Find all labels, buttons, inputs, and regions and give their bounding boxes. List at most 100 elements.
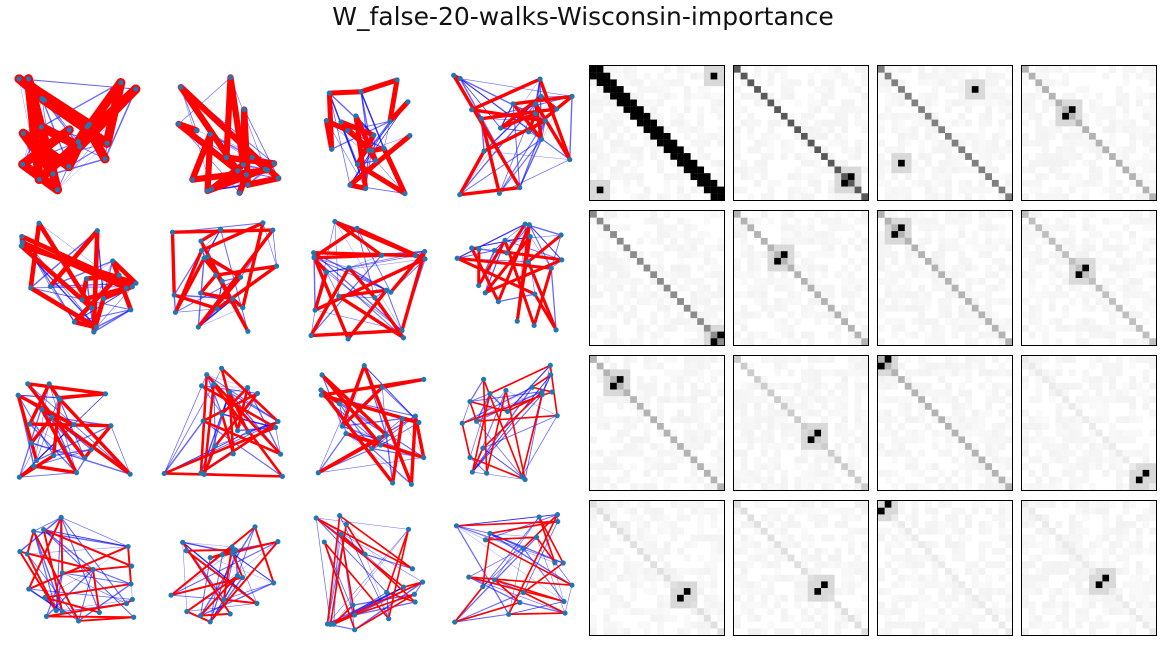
heatmap-cell: [1095, 166, 1103, 174]
graph-panel: [298, 65, 438, 205]
heatmap-cell: [1055, 66, 1063, 73]
heatmap-cell: [1149, 92, 1156, 100]
heatmap-cell: [636, 402, 644, 410]
heatmap-cell: [1035, 311, 1043, 319]
heatmap-cell: [807, 173, 815, 181]
heatmap-cell: [657, 331, 664, 339]
heatmap-cell: [1055, 291, 1063, 299]
heatmap-cell: [734, 423, 741, 430]
heatmap-cell: [801, 133, 808, 140]
heatmap-cell: [760, 501, 768, 508]
heatmap-cell: [734, 231, 741, 238]
heatmap-cell: [734, 291, 741, 299]
heatmap-cell: [827, 244, 835, 252]
heatmap-cell: [998, 396, 1006, 404]
heatmap-cell: [747, 244, 755, 252]
heatmap-cell: [971, 146, 979, 154]
heatmap-cell: [918, 402, 926, 410]
heatmap-cell: [1075, 324, 1083, 332]
heatmap-cell: [904, 463, 912, 471]
heatmap-cell: [650, 112, 658, 120]
graph-node: [350, 602, 356, 608]
heatmap-cell: [717, 547, 724, 555]
heatmap-cell: [1082, 146, 1090, 154]
heatmap-cell: [861, 139, 868, 147]
heatmap-cell: [834, 456, 842, 464]
graph-node: [75, 139, 81, 145]
walk-edge: [202, 256, 224, 283]
heatmap-cell: [985, 231, 993, 238]
heatmap-cell: [1142, 237, 1150, 245]
heatmap-cell: [971, 86, 979, 93]
heatmap-cell: [1062, 396, 1070, 404]
heatmap-cell: [596, 561, 604, 569]
heatmap-cell: [918, 409, 926, 417]
heatmap-cell: [740, 304, 748, 312]
heatmap-cell: [767, 621, 775, 629]
heatmap-cell: [1075, 112, 1083, 120]
heatmap-cell: [991, 514, 999, 522]
heatmap-cell: [1142, 443, 1150, 450]
heatmap-cell: [924, 79, 932, 87]
heatmap-cell: [787, 112, 795, 120]
heatmap-cell: [1102, 217, 1110, 225]
walk-edge: [387, 99, 411, 124]
heatmap-cell: [643, 86, 651, 93]
graph-panel: [443, 65, 583, 205]
heatmap-cell: [1005, 541, 1012, 549]
heatmap-cell: [924, 521, 932, 528]
heatmap-cell: [663, 449, 671, 457]
heatmap-cell: [965, 257, 972, 265]
graph-node: [46, 381, 52, 387]
heatmap-cell: [780, 278, 788, 285]
heatmap-cell: [683, 362, 691, 370]
heatmap-cell: [841, 304, 849, 312]
heatmap-cell: [878, 501, 885, 508]
heatmap-cell: [847, 456, 855, 464]
heatmap-cell: [1035, 66, 1043, 73]
heatmap-cell: [834, 224, 842, 232]
heatmap-cell: [978, 318, 986, 326]
heatmap-cell: [734, 561, 741, 569]
heatmap-cell: [898, 217, 905, 225]
graph-node: [20, 161, 26, 167]
heatmap-cell: [734, 514, 741, 522]
heatmap-cell: [884, 79, 892, 87]
heatmap-cell: [891, 186, 899, 194]
heatmap-cell: [760, 173, 768, 181]
heatmap-cell: [1055, 389, 1063, 397]
heatmap-cell: [827, 304, 835, 312]
graph-edge: [459, 78, 571, 161]
heatmap-cell: [717, 112, 724, 120]
heatmap-cell: [978, 521, 986, 528]
heatmap-cell: [801, 614, 808, 622]
heatmap-cell: [703, 561, 711, 569]
heatmap-cell: [1062, 429, 1070, 437]
heatmap-cell: [931, 99, 939, 107]
heatmap-cell: [924, 119, 932, 127]
graph-node: [238, 274, 244, 280]
heatmap-cell: [931, 396, 939, 404]
heatmap-cell: [670, 521, 678, 528]
heatmap-cell: [663, 601, 671, 609]
heatmap-cell: [991, 139, 999, 147]
walk-edge: [222, 598, 258, 605]
heatmap-cell: [590, 534, 597, 542]
heatmap-cell: [951, 284, 959, 292]
heatmap-cell: [958, 547, 966, 555]
graph-edge: [327, 529, 409, 625]
heatmap-cell: [677, 119, 684, 127]
graph-node: [378, 442, 384, 448]
heatmap-cell: [650, 507, 658, 515]
heatmap-cell: [918, 112, 926, 120]
heatmap-cell: [945, 278, 952, 285]
heatmap-cell: [807, 92, 815, 100]
heatmap-cell: [760, 331, 768, 339]
heatmap-cell: [1075, 429, 1083, 437]
heatmap-cell: [834, 507, 842, 515]
heatmap-cell: [861, 211, 868, 218]
heatmap-cell: [1035, 173, 1043, 181]
graph-node: [345, 336, 351, 342]
heatmap-cell: [931, 224, 939, 232]
heatmap-cell: [1022, 463, 1029, 471]
